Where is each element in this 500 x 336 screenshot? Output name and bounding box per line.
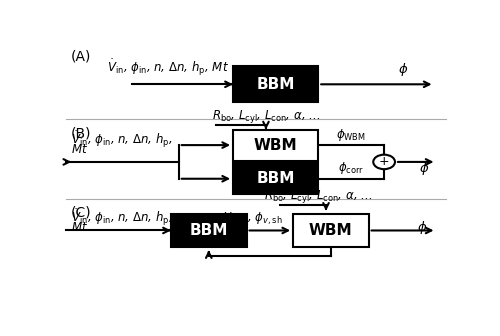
Circle shape <box>374 155 395 169</box>
Text: WBM: WBM <box>309 223 352 238</box>
Text: (B): (B) <box>71 127 92 141</box>
Text: WBM: WBM <box>254 138 298 153</box>
Text: $\phi$: $\phi$ <box>398 61 408 78</box>
Text: $Mt$: $Mt$ <box>71 143 88 156</box>
Bar <box>233 163 318 194</box>
Text: $H_\mathrm{corr}$, $\phi_{v,\mathrm{sh}}$: $H_\mathrm{corr}$, $\phi_{v,\mathrm{sh}}… <box>222 211 282 227</box>
Text: +: + <box>379 156 390 168</box>
Bar <box>233 130 318 161</box>
Text: $\phi$: $\phi$ <box>417 219 428 236</box>
Text: $R_\mathrm{bo}$, $L_\mathrm{cyl}$, $L_\mathrm{con}$, $\alpha$, ...: $R_\mathrm{bo}$, $L_\mathrm{cyl}$, $L_\m… <box>212 108 320 125</box>
Bar <box>171 214 246 247</box>
Text: (A): (A) <box>71 49 92 64</box>
Bar <box>233 66 318 102</box>
Text: BBM: BBM <box>256 171 295 186</box>
Text: $\phi_\mathrm{WBM}$: $\phi_\mathrm{WBM}$ <box>336 127 366 142</box>
Text: (C): (C) <box>71 206 92 220</box>
Text: $\dot{V}_\mathrm{in}$, $\phi_\mathrm{in}$, $n$, $\Delta n$, $h_\mathrm{p}$,: $\dot{V}_\mathrm{in}$, $\phi_\mathrm{in}… <box>71 130 172 150</box>
Text: $\dot{V}_\mathrm{in}$, $\phi_\mathrm{in}$, $n$, $\Delta n$, $h_\mathrm{p}$, $Mt$: $\dot{V}_\mathrm{in}$, $\phi_\mathrm{in}… <box>107 57 229 78</box>
Text: $R_\mathrm{bo}$, $L_\mathrm{cyl}$, $L_\mathrm{con}$, $\alpha$, ...: $R_\mathrm{bo}$, $L_\mathrm{cyl}$, $L_\m… <box>264 188 372 205</box>
Text: $\phi_\mathrm{corr}$: $\phi_\mathrm{corr}$ <box>338 160 364 176</box>
Text: $\dot{V}_\mathrm{in}$, $\phi_\mathrm{in}$, $n$, $\Delta n$, $h_\mathrm{p}$,: $\dot{V}_\mathrm{in}$, $\phi_\mathrm{in}… <box>71 207 172 228</box>
Text: $Mt$: $Mt$ <box>71 221 88 234</box>
Text: BBM: BBM <box>256 77 295 92</box>
Text: $\phi$: $\phi$ <box>419 160 430 177</box>
Text: BBM: BBM <box>190 223 228 238</box>
Bar <box>293 214 368 247</box>
